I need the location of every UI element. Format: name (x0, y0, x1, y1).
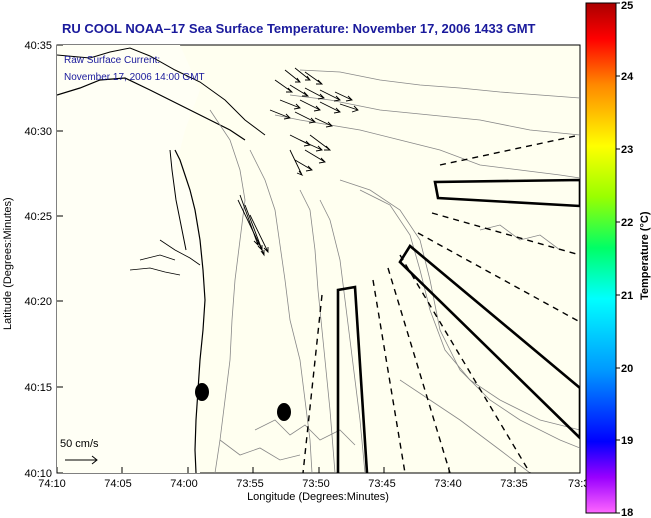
scale-arrow (65, 455, 98, 465)
x-tick-label: 74:05 (104, 478, 132, 490)
colorbar-tick-label: 22 (621, 217, 633, 229)
y-tick-label: 40:25 (24, 211, 52, 223)
colorbar-tick-label: 24 (621, 71, 634, 83)
temperature-colorbar: 25 24 23 22 21 20 19 18 Temperature (°C) (585, 0, 651, 518)
x-tick-label: 74:10 (38, 478, 66, 490)
survey-box-south (336, 285, 369, 473)
y-axis-label: Latitude (Degrees:Minutes) (2, 197, 14, 330)
station-marker (195, 383, 209, 401)
x-tick-label: 73:50 (302, 478, 330, 490)
x-tick-label: 74:00 (170, 478, 198, 490)
survey-box-diagonal (398, 244, 580, 440)
y-tick-label: 40:20 (24, 296, 52, 308)
bathymetry-contours (209, 69, 580, 473)
x-axis: 74:10 74:05 74:00 73:55 73:50 73:45 73:4… (38, 467, 589, 503)
colorbar-tick-label: 18 (621, 507, 633, 518)
scale-label: 50 cm/s (60, 438, 99, 450)
map-plot-area: Raw Surface Current: November 17, 2006 1… (56, 44, 581, 474)
x-axis-label: Longitude (Degrees:Minutes) (247, 491, 389, 503)
survey-box-east (433, 178, 580, 208)
coastline-north (57, 47, 266, 136)
survey-boxes (336, 178, 580, 473)
transect-dashed-lines (302, 134, 580, 473)
map-title: RU COOL NOAA–17 Sea Surface Temperature:… (62, 21, 536, 36)
colorbar-tick-label: 20 (621, 363, 633, 375)
y-tick-label: 40:15 (24, 382, 52, 394)
y-tick-label: 40:35 (24, 40, 52, 52)
colorbar-tick-label: 19 (621, 435, 633, 447)
inlet-coast (129, 239, 201, 276)
x-tick-label: 73:35 (500, 478, 528, 490)
colorbar-label: Temperature (°C) (639, 211, 651, 300)
colorbar-tick-label: 21 (621, 290, 633, 302)
current-legend-line1: Raw Surface Current: (64, 55, 160, 66)
surface-current-vectors (237, 67, 359, 257)
land-area (57, 45, 205, 473)
y-axis: 40:35 40:30 40:25 40:20 40:15 40:10 Lati… (2, 40, 63, 480)
y-tick-label: 40:30 (24, 126, 52, 138)
colorbar-tick-label: 25 (621, 0, 633, 12)
x-tick-label: 73:3 (568, 478, 589, 490)
x-tick-label: 73:55 (236, 478, 264, 490)
colorbar-gradient (585, 2, 617, 514)
station-marker (277, 403, 291, 421)
current-legend-line2: November 17, 2006 14:00 GMT (64, 72, 205, 83)
y-tick-label: 40:10 (24, 468, 52, 480)
colorbar-ticks (616, 2, 620, 514)
barrier-island (169, 149, 187, 251)
x-tick-label: 73:40 (434, 478, 462, 490)
colorbar-tick-label: 23 (621, 144, 633, 156)
x-tick-label: 73:45 (368, 478, 396, 490)
